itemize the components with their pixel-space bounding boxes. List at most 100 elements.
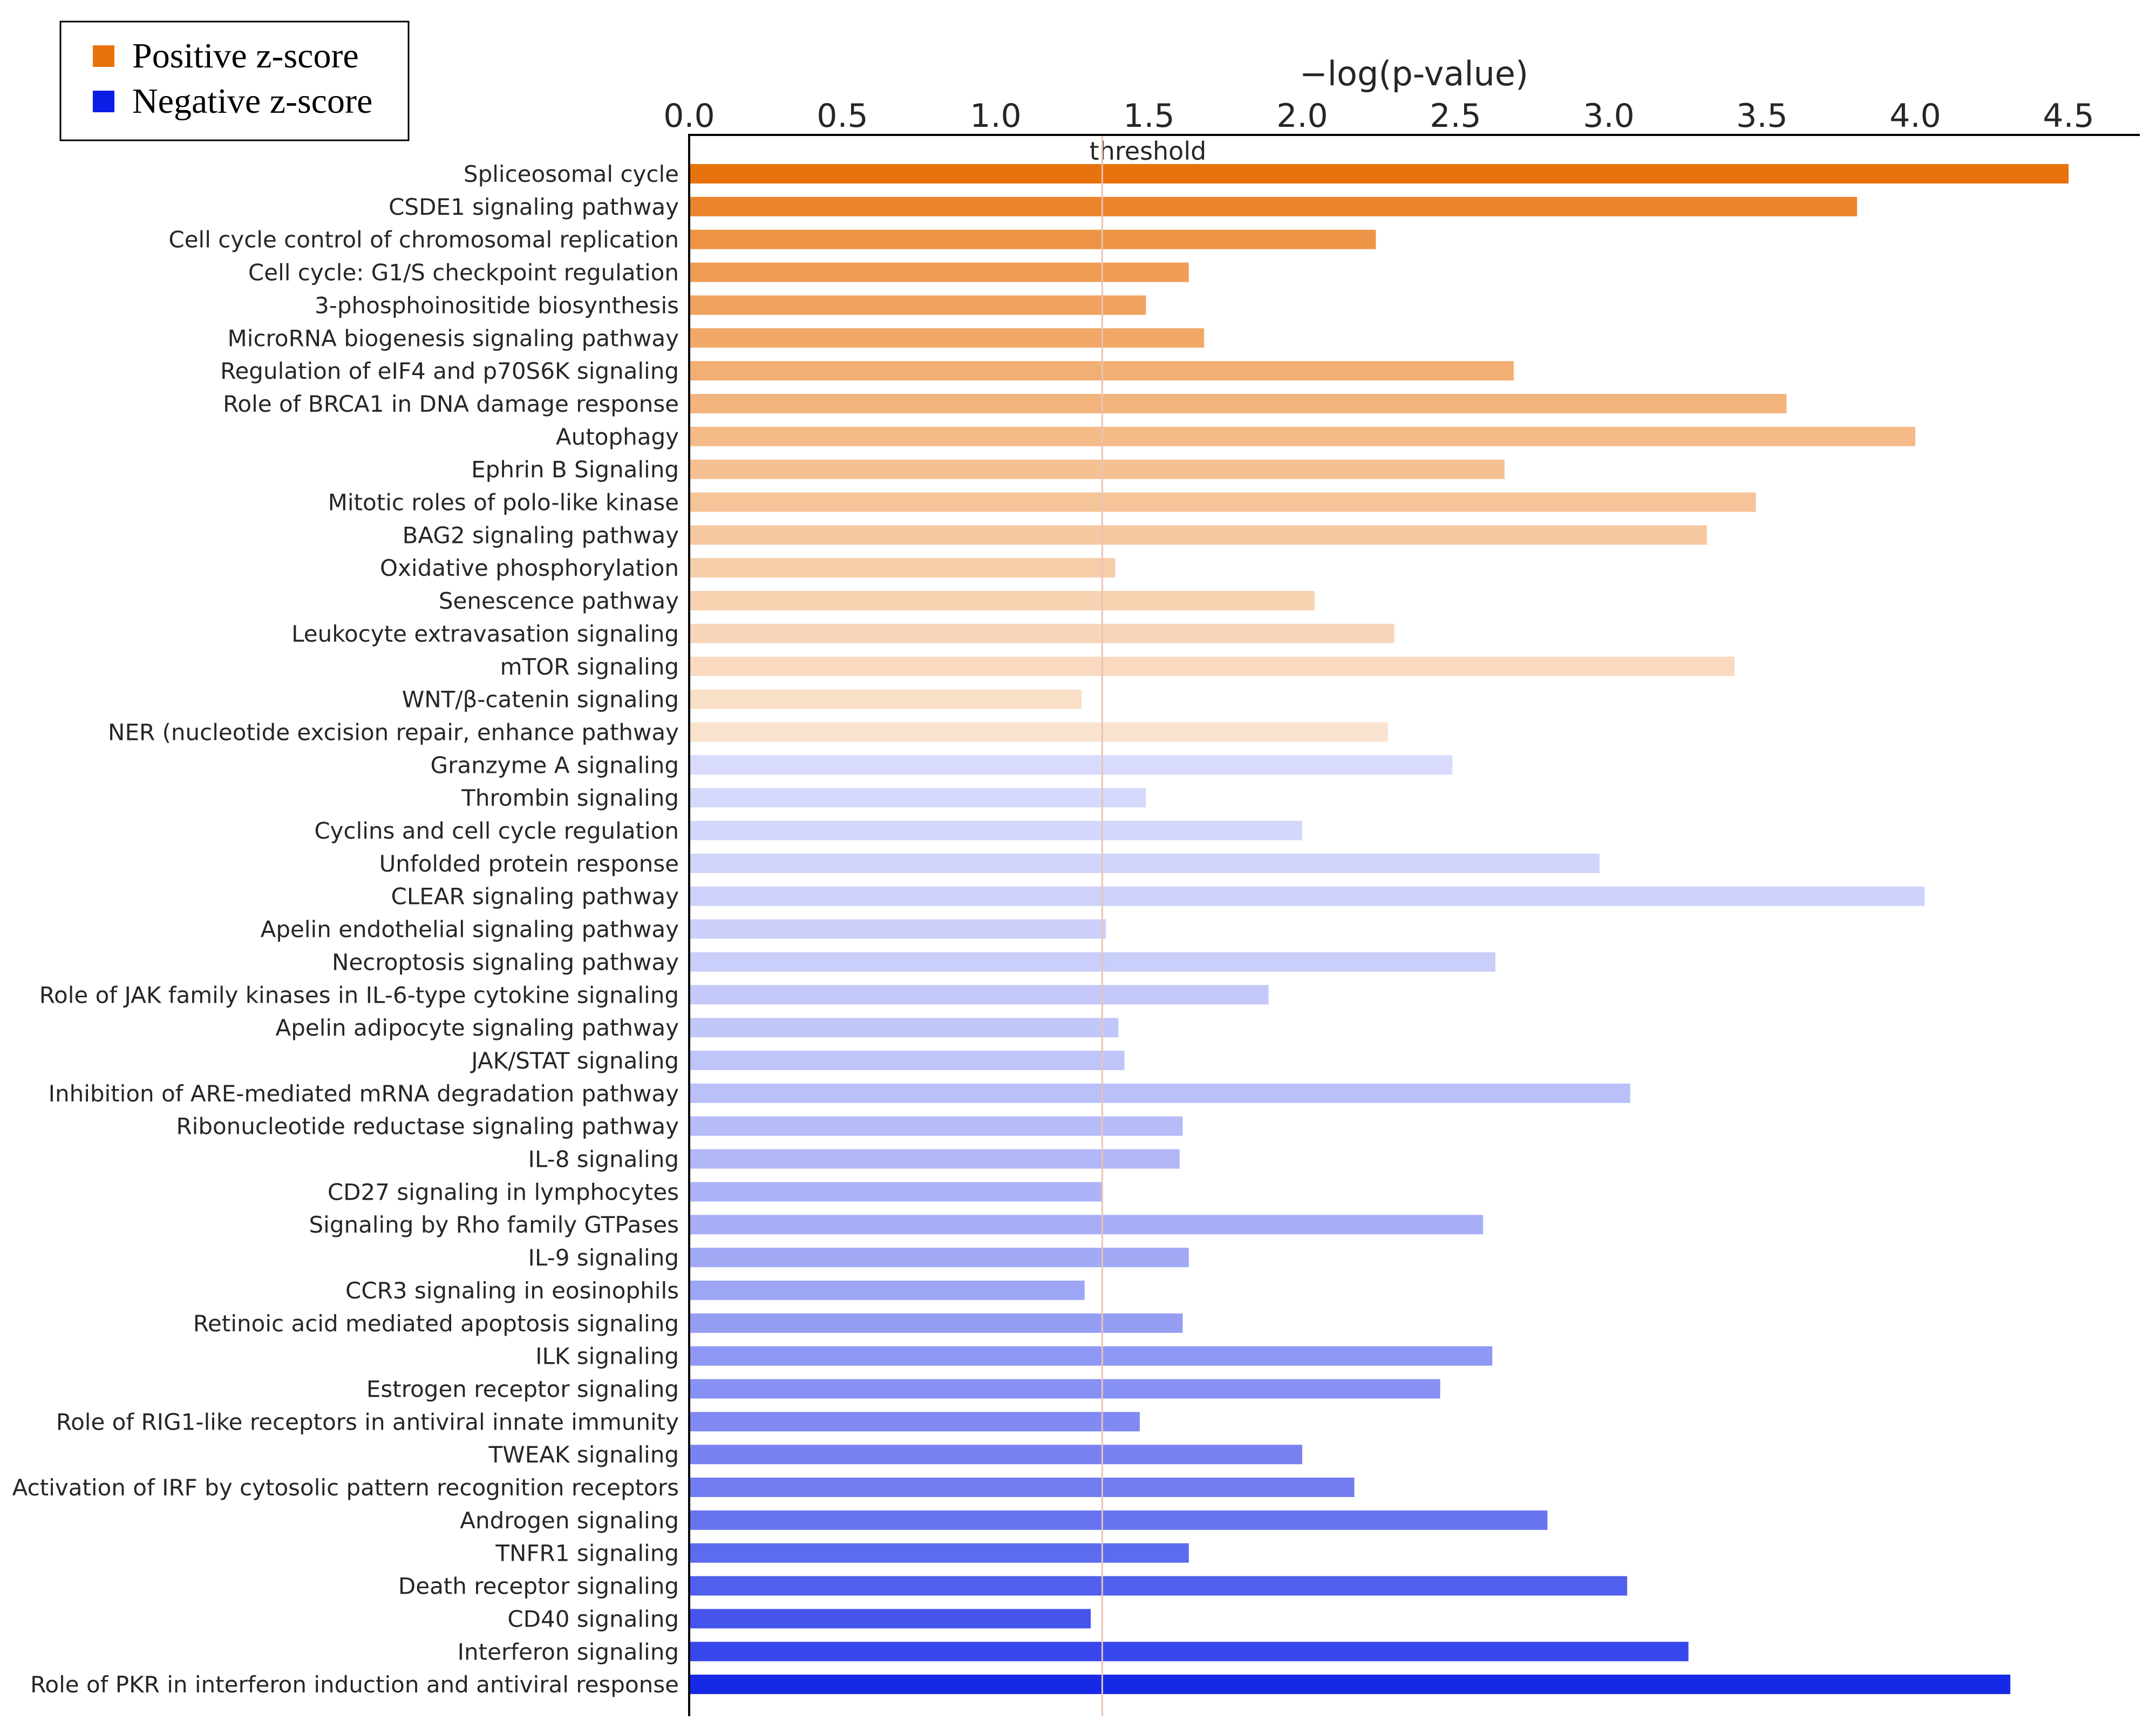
category-label: Mitotic roles of polo-like kinase — [328, 489, 679, 516]
category-label: ILK signaling — [535, 1343, 679, 1370]
legend: Positive z-score Negative z-score — [59, 21, 410, 141]
bar — [690, 1642, 1689, 1662]
x-tick-label: 2.5 — [1430, 97, 1481, 135]
bar — [690, 656, 1735, 676]
category-label: Autophagy — [556, 424, 679, 450]
bar — [690, 1083, 1630, 1103]
category-label: Estrogen receptor signaling — [366, 1376, 679, 1402]
bar — [690, 1675, 2011, 1695]
bar — [690, 591, 1315, 611]
bar — [690, 722, 1389, 742]
bar — [690, 1018, 1119, 1038]
category-label: MicroRNA biogenesis signaling pathway — [228, 325, 679, 351]
category-label: CD27 signaling in lymphocytes — [328, 1179, 679, 1205]
bar — [690, 196, 1858, 216]
category-label: Ephrin B Signaling — [471, 457, 679, 483]
category-label: NER (nucleotide excision repair, enhance… — [108, 719, 679, 745]
category-label: Cyclins and cell cycle regulation — [314, 818, 679, 844]
category-label: Thrombin signaling — [461, 785, 679, 811]
x-tick-label: 4.0 — [1889, 97, 1941, 135]
bar — [690, 919, 1106, 939]
bar — [690, 1379, 1440, 1399]
x-tick-label: 2.0 — [1276, 97, 1328, 135]
x-tick-label: 3.5 — [1736, 97, 1787, 135]
x-axis-title: −log(p-value) — [1300, 54, 1528, 93]
category-label: IL-8 signaling — [528, 1146, 679, 1173]
bar — [690, 1050, 1125, 1070]
bar — [690, 1576, 1628, 1596]
category-label: TNFR1 signaling — [495, 1540, 679, 1567]
bar — [690, 1412, 1140, 1432]
bar — [690, 821, 1302, 840]
x-tick-label: 3.0 — [1583, 97, 1634, 135]
bar — [690, 1313, 1183, 1333]
category-label: Ribonucleotide reductase signaling pathw… — [176, 1113, 679, 1140]
category-label: Role of RIG1-like receptors in antiviral… — [56, 1409, 679, 1435]
bar — [690, 985, 1269, 1005]
category-label: Death receptor signaling — [398, 1573, 679, 1600]
category-label: Cell cycle control of chromosomal replic… — [168, 227, 679, 253]
bar — [690, 525, 1707, 545]
category-label: WNT/β-catenin signaling — [402, 686, 679, 713]
bar — [690, 164, 2069, 183]
bar — [690, 1478, 1355, 1497]
category-label: BAG2 signaling pathway — [403, 522, 679, 548]
category-label: Role of JAK family kinases in IL-6-type … — [39, 982, 679, 1008]
category-label: Granzyme A signaling — [431, 752, 679, 778]
category-label: mTOR signaling — [500, 654, 679, 680]
bar — [690, 1116, 1183, 1136]
bar — [690, 1149, 1180, 1169]
bar — [690, 492, 1756, 512]
category-label: TWEAK signaling — [488, 1441, 679, 1468]
bar — [690, 689, 1082, 709]
bar — [690, 426, 1915, 446]
category-label: Role of BRCA1 in DNA damage response — [223, 391, 679, 417]
category-label: Necroptosis signaling pathway — [332, 949, 679, 975]
category-label: Senescence pathway — [439, 588, 679, 614]
bar — [690, 1215, 1484, 1235]
category-label: Leukocyte extravasation signaling — [291, 621, 679, 647]
category-label: IL-9 signaling — [528, 1244, 679, 1271]
category-label: Inhibition of ARE-mediated mRNA degradat… — [49, 1080, 679, 1107]
threshold-label: threshold — [1090, 137, 1207, 166]
category-label: Role of PKR in interferon induction and … — [30, 1671, 679, 1698]
legend-box — [59, 21, 410, 141]
category-label: JAK/STAT signaling — [470, 1047, 679, 1074]
bar — [690, 1609, 1091, 1629]
legend-label-negative: Negative z-score — [132, 81, 372, 121]
bar — [690, 1346, 1493, 1366]
category-label: Activation of IRF by cytosolic pattern r… — [12, 1474, 679, 1501]
bar — [690, 788, 1146, 808]
bar — [690, 558, 1116, 578]
category-label: 3-phosphoinositide biosynthesis — [315, 292, 679, 318]
category-labels: Spliceosomal cycle CSDE1 signaling pathwa… — [12, 161, 679, 1698]
category-label: Spliceosomal cycle — [464, 161, 679, 187]
bar — [690, 1510, 1548, 1530]
category-label: Interferon signaling — [458, 1638, 679, 1665]
category-label: Signaling by Rho family GTPases — [309, 1212, 679, 1238]
category-label: Retinoic acid mediated apoptosis signali… — [193, 1310, 679, 1337]
bar — [690, 1182, 1103, 1202]
bar — [690, 229, 1376, 249]
category-label: CLEAR signaling pathway — [391, 883, 679, 910]
category-label: Unfolded protein response — [379, 851, 679, 877]
x-tick-label: 1.0 — [970, 97, 1021, 135]
category-label: Apelin endothelial signaling pathway — [261, 916, 679, 943]
bar — [690, 459, 1505, 479]
category-label: Regulation of eIF4 and p70S6K signaling — [220, 358, 679, 384]
bar — [690, 1445, 1302, 1465]
bar — [690, 295, 1146, 315]
bar — [690, 393, 1787, 413]
category-label: Cell cycle: G1/S checkpoint regulation — [248, 260, 679, 286]
bar — [690, 853, 1600, 873]
bar — [690, 1543, 1189, 1563]
bar — [690, 328, 1205, 348]
x-axis-ticks: 0.0 0.5 1.0 1.5 2.0 2.5 3.0 3.5 4.0 4.5 — [663, 97, 2094, 135]
bar — [690, 1280, 1085, 1300]
category-label: Oxidative phosphorylation — [380, 555, 679, 581]
category-label: Androgen signaling — [460, 1507, 679, 1534]
x-tick-label: 0.0 — [663, 97, 715, 135]
x-tick-label: 0.5 — [817, 97, 868, 135]
x-tick-label: 4.5 — [2043, 97, 2094, 135]
